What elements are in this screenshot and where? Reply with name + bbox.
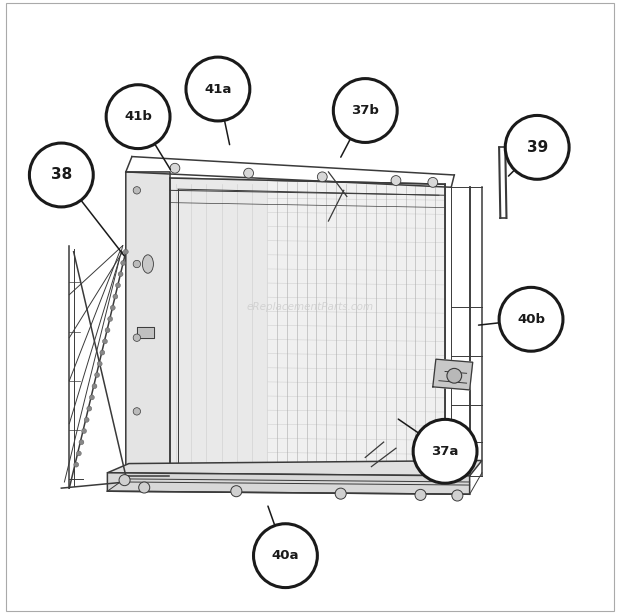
Circle shape xyxy=(76,451,81,456)
Circle shape xyxy=(29,143,93,207)
Circle shape xyxy=(334,79,397,142)
Text: 38: 38 xyxy=(51,168,72,182)
Circle shape xyxy=(170,163,180,173)
Circle shape xyxy=(115,283,120,288)
Polygon shape xyxy=(170,178,445,476)
Circle shape xyxy=(79,440,84,445)
Polygon shape xyxy=(137,327,154,338)
Circle shape xyxy=(95,373,100,378)
Circle shape xyxy=(87,406,92,411)
Circle shape xyxy=(317,172,327,182)
Polygon shape xyxy=(126,172,170,476)
Text: 41b: 41b xyxy=(124,110,152,123)
Circle shape xyxy=(254,524,317,588)
Circle shape xyxy=(110,305,115,310)
Circle shape xyxy=(133,334,141,341)
Circle shape xyxy=(231,486,242,497)
Circle shape xyxy=(133,260,141,268)
Circle shape xyxy=(84,418,89,422)
Circle shape xyxy=(335,488,346,499)
Polygon shape xyxy=(170,178,267,474)
Circle shape xyxy=(89,395,94,400)
Circle shape xyxy=(452,490,463,501)
Circle shape xyxy=(123,249,128,254)
Circle shape xyxy=(102,339,107,344)
Circle shape xyxy=(119,475,130,486)
Text: 37b: 37b xyxy=(352,104,379,117)
Circle shape xyxy=(133,187,141,194)
Circle shape xyxy=(447,368,462,383)
Text: 41a: 41a xyxy=(204,82,232,96)
Polygon shape xyxy=(433,359,472,390)
Circle shape xyxy=(108,317,113,322)
Circle shape xyxy=(82,429,87,433)
Circle shape xyxy=(505,115,569,179)
Circle shape xyxy=(113,294,118,299)
Circle shape xyxy=(105,328,110,333)
Circle shape xyxy=(139,482,150,493)
Circle shape xyxy=(92,384,97,389)
Text: eReplacementParts.com: eReplacementParts.com xyxy=(246,302,374,312)
Circle shape xyxy=(499,287,563,351)
Circle shape xyxy=(415,489,426,500)
Circle shape xyxy=(413,419,477,483)
Polygon shape xyxy=(107,460,482,476)
Circle shape xyxy=(391,176,401,185)
Circle shape xyxy=(133,408,141,415)
Circle shape xyxy=(74,462,79,467)
Circle shape xyxy=(121,260,126,265)
Circle shape xyxy=(118,271,123,276)
Circle shape xyxy=(100,350,105,355)
Text: 39: 39 xyxy=(526,140,548,155)
Circle shape xyxy=(244,168,254,178)
Text: 40a: 40a xyxy=(272,549,299,562)
Circle shape xyxy=(97,361,102,366)
Circle shape xyxy=(106,85,170,149)
Text: 37a: 37a xyxy=(432,445,459,458)
Ellipse shape xyxy=(143,255,153,273)
Circle shape xyxy=(186,57,250,121)
Text: 40b: 40b xyxy=(517,313,545,326)
Polygon shape xyxy=(107,473,469,494)
Circle shape xyxy=(428,177,438,187)
